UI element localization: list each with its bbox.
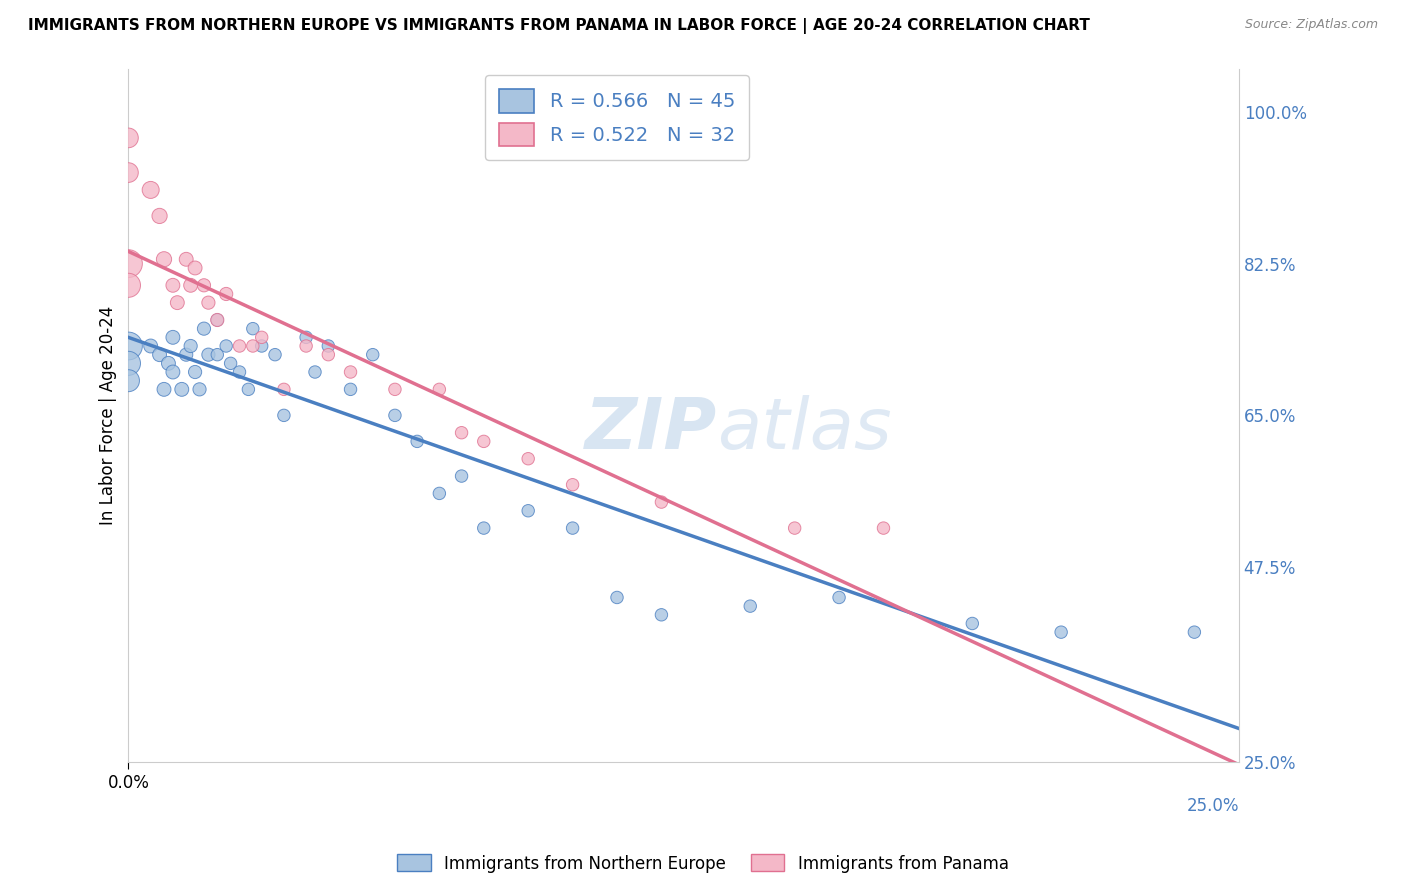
Point	[207, 348, 229, 362]
Point	[295, 339, 318, 353]
Point	[828, 591, 851, 605]
Point	[139, 183, 162, 197]
Point	[148, 348, 170, 362]
Point	[273, 382, 295, 396]
Point	[174, 252, 197, 267]
Point	[180, 339, 202, 353]
Point	[250, 330, 273, 344]
Point	[153, 382, 176, 396]
Point	[170, 382, 193, 396]
Point	[153, 252, 176, 267]
Point	[517, 451, 540, 466]
Text: 25.0%: 25.0%	[1187, 797, 1239, 815]
Point	[318, 339, 340, 353]
Point	[184, 260, 207, 275]
Point	[339, 382, 361, 396]
Point	[117, 339, 139, 353]
Point	[207, 313, 229, 327]
Point	[157, 356, 180, 370]
Point	[174, 348, 197, 362]
Point	[384, 382, 406, 396]
Point	[361, 348, 384, 362]
Point	[197, 348, 219, 362]
Point	[117, 165, 139, 179]
Point	[215, 339, 238, 353]
Point	[561, 521, 583, 535]
Point	[740, 599, 762, 614]
Legend: Immigrants from Northern Europe, Immigrants from Panama: Immigrants from Northern Europe, Immigra…	[391, 847, 1015, 880]
Point	[472, 434, 495, 449]
Point	[1050, 625, 1073, 640]
Point	[162, 365, 184, 379]
Legend: R = 0.566   N = 45, R = 0.522   N = 32: R = 0.566 N = 45, R = 0.522 N = 32	[485, 76, 748, 160]
Text: Source: ZipAtlas.com: Source: ZipAtlas.com	[1244, 18, 1378, 31]
Point	[318, 348, 340, 362]
Point	[561, 477, 583, 491]
Point	[228, 365, 250, 379]
Point	[117, 257, 139, 271]
Point	[228, 339, 250, 353]
Point	[783, 521, 806, 535]
Point	[139, 339, 162, 353]
Point	[219, 356, 242, 370]
Point	[242, 321, 264, 335]
Point	[188, 382, 211, 396]
Point	[472, 521, 495, 535]
Point	[148, 209, 170, 223]
Y-axis label: In Labor Force | Age 20-24: In Labor Force | Age 20-24	[100, 306, 117, 525]
Point	[427, 382, 450, 396]
Point	[184, 365, 207, 379]
Point	[450, 425, 472, 440]
Point	[650, 607, 672, 622]
Point	[606, 591, 628, 605]
Point	[117, 356, 139, 370]
Point	[427, 486, 450, 500]
Point	[242, 339, 264, 353]
Point	[1182, 625, 1205, 640]
Point	[215, 287, 238, 301]
Point	[238, 382, 260, 396]
Point	[117, 278, 139, 293]
Point	[339, 365, 361, 379]
Point	[450, 469, 472, 483]
Point	[295, 330, 318, 344]
Point	[650, 495, 672, 509]
Point	[166, 295, 188, 310]
Text: atlas: atlas	[717, 395, 891, 464]
Point	[117, 374, 139, 388]
Point	[193, 278, 215, 293]
Point	[304, 365, 326, 379]
Point	[117, 131, 139, 145]
Point	[384, 409, 406, 423]
Text: IMMIGRANTS FROM NORTHERN EUROPE VS IMMIGRANTS FROM PANAMA IN LABOR FORCE | AGE 2: IMMIGRANTS FROM NORTHERN EUROPE VS IMMIG…	[28, 18, 1090, 34]
Text: ZIP: ZIP	[585, 395, 717, 464]
Point	[872, 521, 894, 535]
Point	[197, 295, 219, 310]
Point	[962, 616, 984, 631]
Point	[250, 339, 273, 353]
Point	[193, 321, 215, 335]
Point	[517, 504, 540, 518]
Point	[207, 313, 229, 327]
Point	[406, 434, 429, 449]
Point	[264, 348, 287, 362]
Point	[162, 278, 184, 293]
Point	[273, 409, 295, 423]
Point	[162, 330, 184, 344]
Point	[180, 278, 202, 293]
